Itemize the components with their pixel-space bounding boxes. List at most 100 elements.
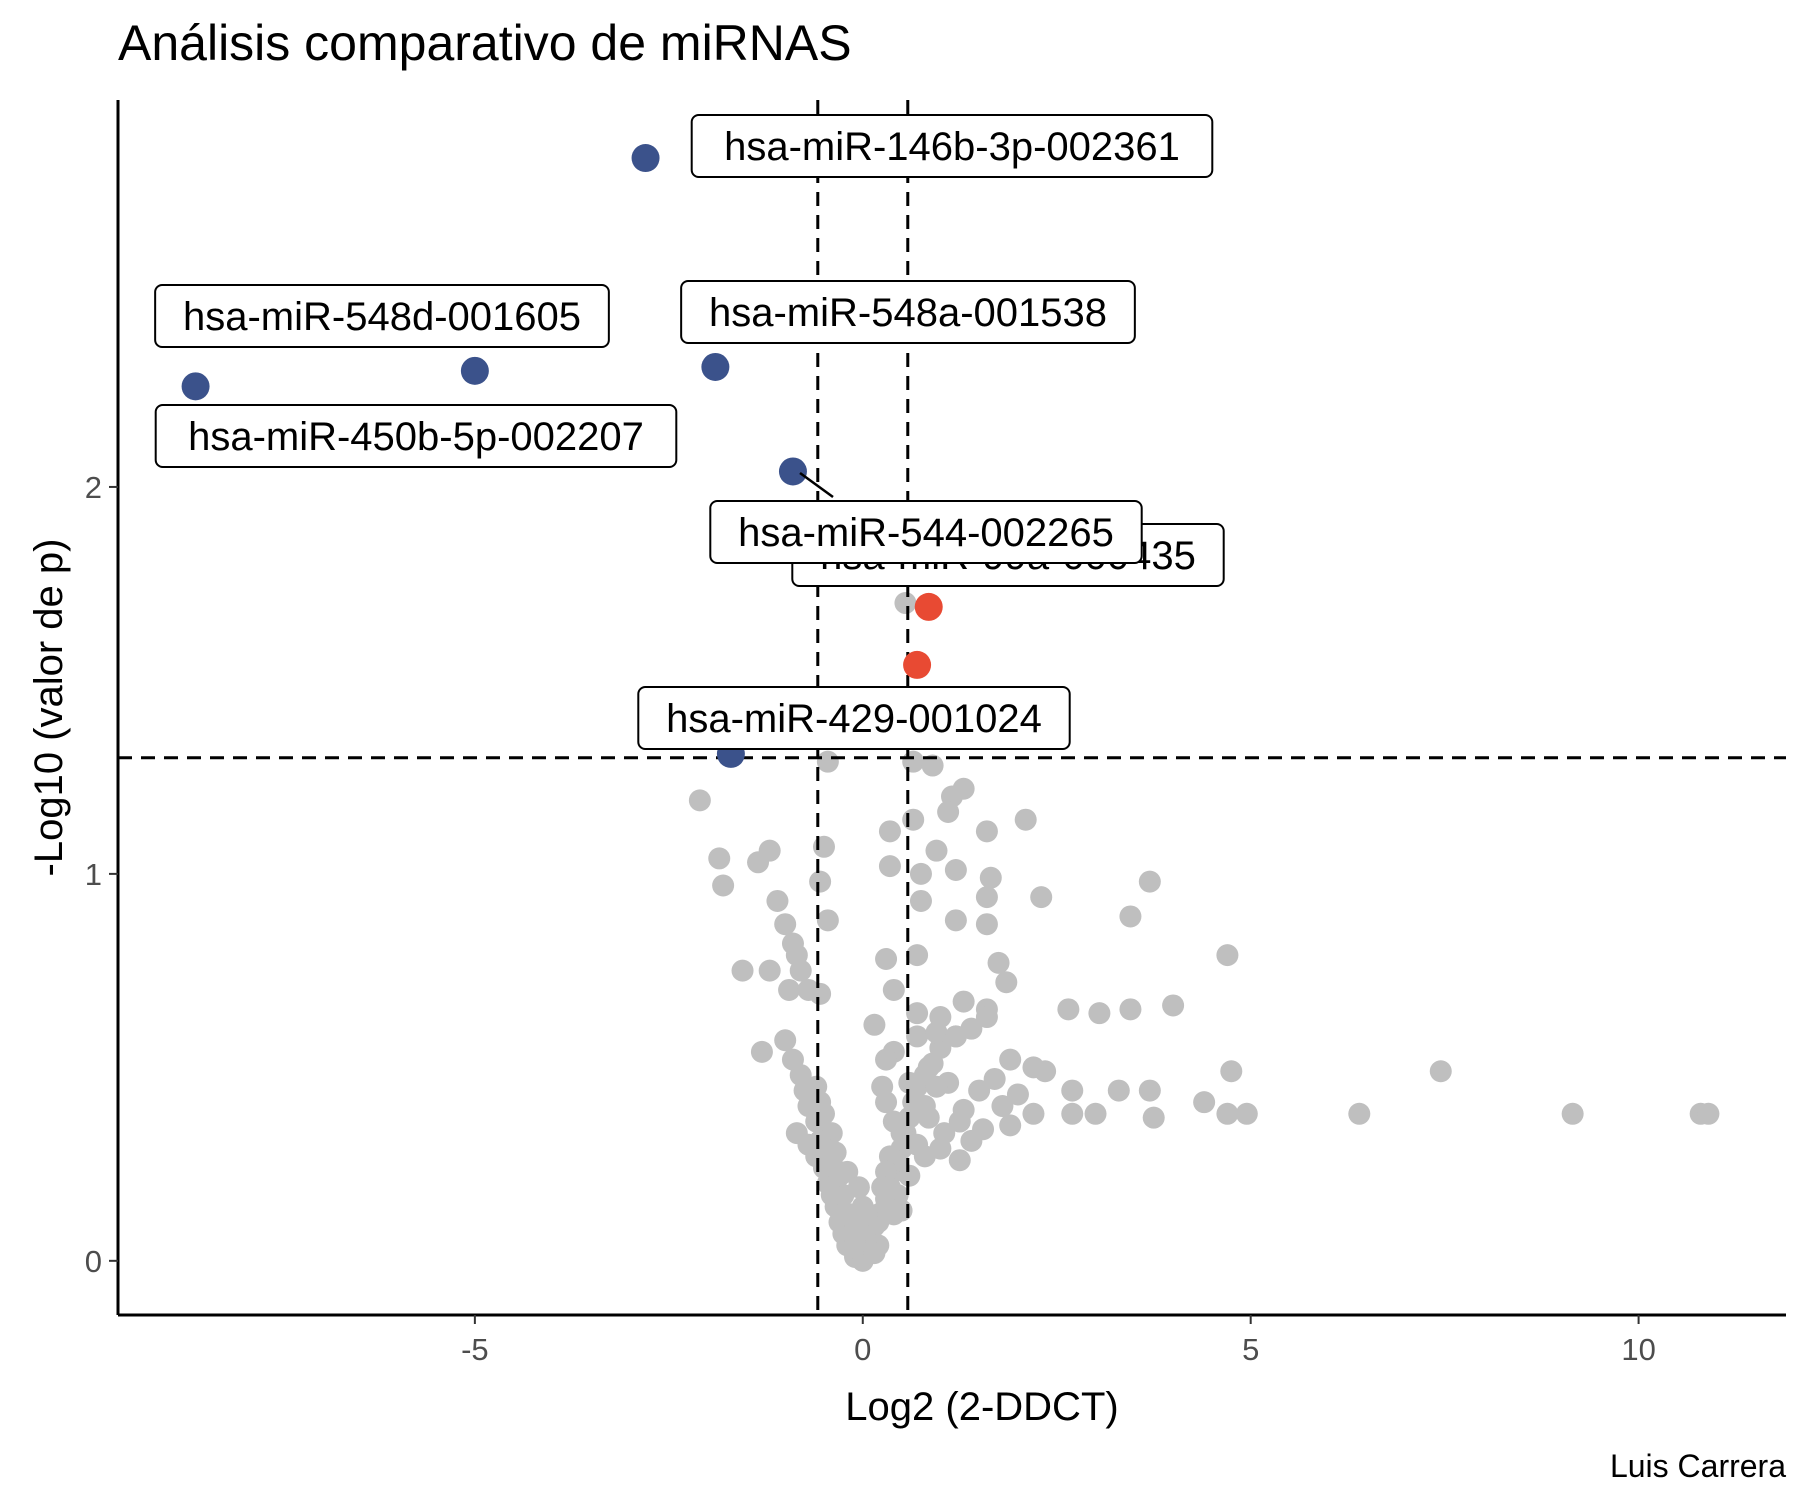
background-point xyxy=(995,971,1018,994)
downregulated-point xyxy=(701,352,730,381)
background-point xyxy=(1034,1060,1057,1083)
label-leader-line xyxy=(799,471,834,499)
background-point xyxy=(1138,1079,1161,1102)
label-box xyxy=(154,284,610,348)
background-point xyxy=(805,1075,828,1098)
background-point xyxy=(750,1040,773,1063)
background-point xyxy=(758,839,781,862)
background-point xyxy=(1697,1102,1720,1125)
background-point xyxy=(1119,905,1142,928)
y-axis-title: -Log10 (valor de p) xyxy=(27,539,71,877)
background-point xyxy=(863,1013,886,1036)
point-label: hsa-miR-450b-5p-002207 xyxy=(154,404,678,468)
background-point xyxy=(1162,994,1185,1017)
background-point xyxy=(1119,998,1142,1021)
background-point xyxy=(688,789,711,812)
background-point xyxy=(944,859,967,882)
background-point xyxy=(1142,1106,1165,1129)
axes-layer: -5 0 5 10 0 1 2 xyxy=(85,100,1786,1367)
label-box xyxy=(680,280,1136,344)
background-point xyxy=(909,862,932,885)
upregulated-point xyxy=(914,592,943,621)
background-point xyxy=(1006,1083,1029,1106)
background-point xyxy=(1193,1091,1216,1114)
background-point xyxy=(774,1029,797,1052)
background-point xyxy=(902,750,925,773)
background-point xyxy=(906,944,929,967)
y-tick-label: 0 xyxy=(85,1244,102,1279)
point-label: hsa-miR-548a-001538 xyxy=(680,280,1136,344)
upregulated-point xyxy=(903,650,932,679)
background-point xyxy=(844,1230,867,1253)
background-point xyxy=(855,1203,878,1226)
x-tick-label: -5 xyxy=(461,1332,489,1367)
background-point xyxy=(944,1025,967,1048)
label-text: hsa-miR-450b-5p-002207 xyxy=(188,415,644,459)
background-point xyxy=(875,1091,898,1114)
background-point xyxy=(789,959,812,982)
background-point xyxy=(1061,1079,1084,1102)
background-point xyxy=(894,592,917,615)
background-point xyxy=(925,1075,948,1098)
background-point xyxy=(1220,1060,1243,1083)
background-point xyxy=(878,855,901,878)
background-point xyxy=(987,951,1010,974)
point-label: hsa-miR-544-002265 xyxy=(709,471,1143,564)
background-point xyxy=(902,808,925,831)
background-point xyxy=(917,1106,940,1129)
chart-title: Análisis comparativo de miRNAS xyxy=(118,15,852,71)
label-text: hsa-miR-544-002265 xyxy=(738,511,1114,555)
background-point xyxy=(913,1145,936,1168)
background-point xyxy=(875,1048,898,1071)
point-label: hsa-miR-429-001024 xyxy=(637,686,1071,750)
background-point xyxy=(975,820,998,843)
background-point xyxy=(937,800,960,823)
label-box xyxy=(709,500,1143,564)
background-point xyxy=(816,750,839,773)
background-point xyxy=(1138,870,1161,893)
background-point xyxy=(731,959,754,982)
background-point xyxy=(968,1079,991,1102)
background-point xyxy=(766,889,789,912)
background-point xyxy=(999,1114,1022,1137)
caption: Luis Carrera xyxy=(1609,1448,1786,1484)
background-point xyxy=(875,948,898,971)
background-point xyxy=(979,866,1002,889)
background-point xyxy=(952,990,975,1013)
downregulated-point xyxy=(778,457,807,486)
downregulated-point xyxy=(460,356,489,385)
point-labels-layer: hsa-miR-99a-000435hsa-miR-146b-3p-002361… xyxy=(154,114,1225,750)
downregulated-point xyxy=(631,144,660,173)
background-point xyxy=(991,1095,1014,1118)
background-point xyxy=(712,874,735,897)
background-point xyxy=(948,1110,971,1133)
background-point xyxy=(774,913,797,936)
label-box xyxy=(637,686,1071,750)
background-point xyxy=(809,982,832,1005)
background-point xyxy=(1014,808,1037,831)
background-point xyxy=(1216,944,1239,967)
x-tick-label: 0 xyxy=(854,1332,871,1367)
background-point xyxy=(836,1160,859,1183)
background-point xyxy=(975,1006,998,1029)
background-point xyxy=(1235,1102,1258,1125)
background-point xyxy=(1429,1060,1452,1083)
background-point xyxy=(878,820,901,843)
y-tick-label: 2 xyxy=(85,470,102,505)
background-point xyxy=(1216,1102,1239,1125)
background-point xyxy=(999,1048,1022,1071)
background-point xyxy=(952,777,975,800)
background-point xyxy=(708,847,731,870)
background-point xyxy=(1561,1102,1584,1125)
background-point xyxy=(898,1071,921,1094)
background-point xyxy=(906,1002,929,1025)
background-point xyxy=(975,913,998,936)
label-text: hsa-miR-548d-001605 xyxy=(183,295,581,339)
background-point xyxy=(882,1203,905,1226)
background-point xyxy=(960,1129,983,1152)
background-point xyxy=(809,1129,832,1152)
background-point xyxy=(882,978,905,1001)
background-point xyxy=(948,1149,971,1172)
background-point xyxy=(816,909,839,932)
background-point xyxy=(820,1149,843,1172)
